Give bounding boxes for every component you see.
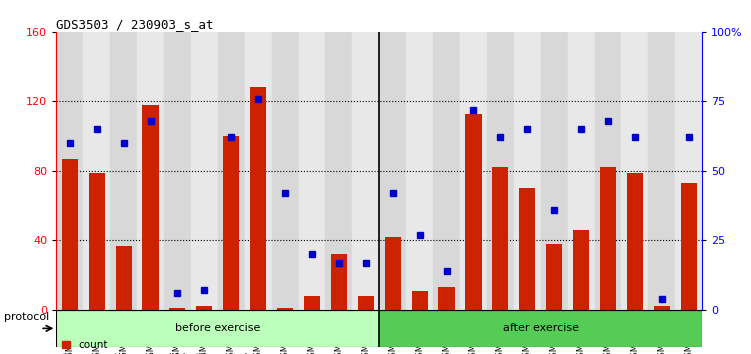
Bar — [250, 87, 266, 310]
Bar — [379, 310, 702, 347]
Bar — [546, 244, 562, 310]
Bar — [622, 32, 648, 310]
Bar — [223, 136, 240, 310]
Bar — [600, 167, 616, 310]
Bar — [406, 32, 433, 310]
Bar — [325, 32, 352, 310]
Bar — [568, 32, 595, 310]
Bar — [514, 32, 541, 310]
Bar — [196, 306, 213, 310]
Bar — [487, 32, 514, 310]
Bar — [460, 32, 487, 310]
Bar — [245, 32, 272, 310]
Bar — [272, 32, 299, 310]
Bar — [493, 167, 508, 310]
Bar — [56, 310, 379, 347]
Bar — [680, 183, 697, 310]
Text: before exercise: before exercise — [175, 324, 261, 333]
Bar — [304, 296, 320, 310]
Bar — [89, 173, 105, 310]
Text: protocol: protocol — [4, 312, 49, 322]
Bar — [170, 308, 185, 310]
Bar — [466, 114, 481, 310]
Bar — [330, 254, 347, 310]
Bar — [519, 188, 535, 310]
Bar — [573, 230, 589, 310]
Bar — [164, 32, 191, 310]
Bar — [357, 296, 374, 310]
Bar — [352, 32, 379, 310]
Bar — [439, 287, 454, 310]
Bar — [116, 246, 131, 310]
Text: GDS3503 / 230903_s_at: GDS3503 / 230903_s_at — [56, 18, 214, 31]
Bar — [379, 32, 406, 310]
Bar — [648, 32, 675, 310]
Bar — [433, 32, 460, 310]
Bar — [83, 32, 110, 310]
Bar — [62, 159, 78, 310]
Text: after exercise: after exercise — [502, 324, 579, 333]
Bar — [277, 308, 293, 310]
Bar — [541, 32, 568, 310]
Bar — [110, 32, 137, 310]
Bar — [218, 32, 245, 310]
Bar — [137, 32, 164, 310]
Bar — [653, 306, 670, 310]
Bar — [412, 291, 428, 310]
Legend: count, percentile rank within the sample: count, percentile rank within the sample — [62, 340, 254, 354]
Bar — [56, 32, 83, 310]
Bar — [385, 237, 401, 310]
Bar — [191, 32, 218, 310]
Bar — [627, 173, 643, 310]
Bar — [143, 105, 158, 310]
Bar — [675, 32, 702, 310]
Bar — [299, 32, 325, 310]
Bar — [595, 32, 622, 310]
